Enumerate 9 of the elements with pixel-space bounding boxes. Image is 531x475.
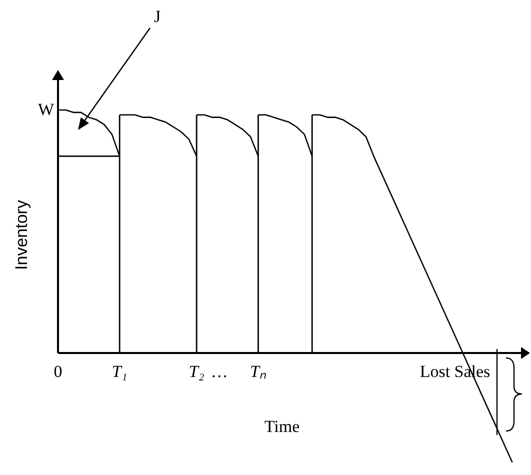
x-tick-label: T₂ (188, 362, 204, 381)
annotation: W (38, 100, 55, 119)
x-tick-label: T₁ (112, 362, 128, 381)
text: J (154, 7, 161, 26)
x-axis-title: Time (264, 417, 300, 436)
y-axis-title: Inventory (12, 200, 31, 270)
x-tick-label: … (212, 362, 228, 381)
x-tick-label: 0 (54, 362, 62, 381)
x-tick-label: Tₙ (250, 362, 266, 381)
